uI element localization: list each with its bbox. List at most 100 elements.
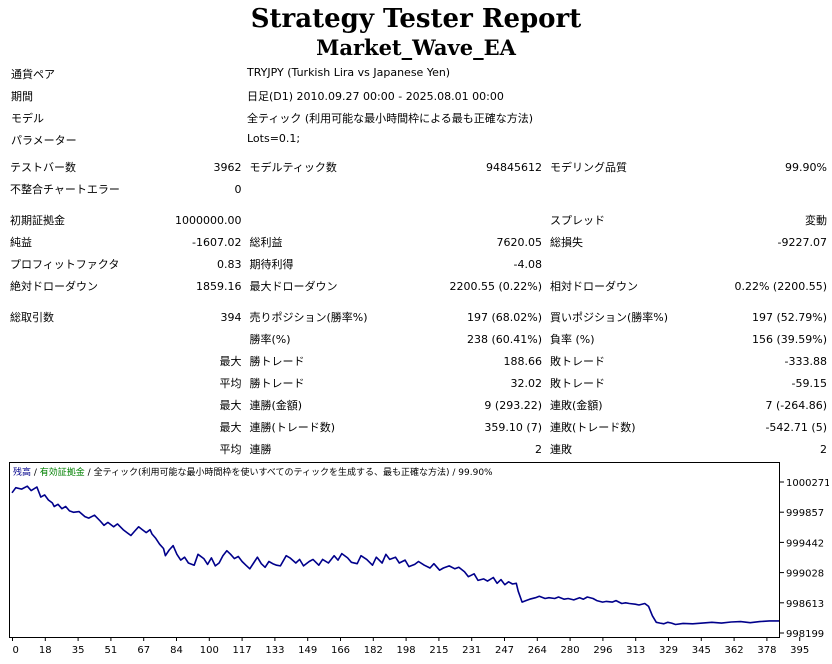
x-tick-label: 215 [429,645,448,656]
avg-cons-losses-value: 2 [820,442,827,456]
deposit-label: 初期証拠金 [10,214,65,227]
y-tick-label: 999857 [786,508,824,519]
max-cons-profit-value: 359.10 (7) [484,420,542,434]
x-tick-label: 18 [39,645,52,656]
pf-label: プロフィットファクタ [10,258,120,271]
x-tick-label: 264 [528,645,547,656]
bars-label: テストバー数 [10,161,76,174]
stats-row: 純益 -1607.02 総利益 7620.05 総損失 -9227.07 [6,231,831,253]
legend-sep-2: / [85,468,94,478]
abs-dd-value: 1859.16 [195,279,242,293]
net-value: -1607.02 [192,235,242,249]
balance-chart: 残高 / 有効証拠金 / 全ティック(利用可能な最小時間枠を使いすべてのティック… [9,462,829,656]
y-tick-label: 998199 [786,629,824,640]
deposit-value: 1000000.00 [175,213,242,227]
legend-model: 全ティック(利用可能な最小時間枠を使いすべてのティックを生成する、最も正確な方法… [94,466,450,478]
avg-cons-wins-value: 2 [535,442,542,456]
legend-equity: 有効証拠金 [40,466,85,478]
x-tick-label: 313 [626,645,645,656]
gross-profit-label: 総利益 [249,236,283,249]
avg-win-label: 勝トレード [249,377,305,390]
win-pct-value: 238 (60.41%) [466,332,542,346]
avg-loss-label: 敗トレード [550,377,605,390]
long-label: 買いポジション(勝率%) [550,311,669,324]
y-tick-label: 1000271 [786,478,829,489]
win-pct-label: 勝率(%) [249,333,291,346]
x-tick-label: 0 [13,645,19,656]
params-label: パラメーター [11,134,77,147]
y-axis-ticks: 1000271 999857 999442 999028 998613 998199 [779,478,829,640]
x-tick-label: 182 [364,645,383,656]
symbol-value: TRYJPY (Turkish Lira vs Japanese Yen) [247,66,451,79]
stats-row: 総取引数 394 売りポジション(勝率%) 197 (68.02%) 買いポジシ… [6,306,831,328]
x-tick-label: 149 [298,645,317,656]
max-cons-losses-label: 連敗(金額) [550,399,603,412]
stats-row: 勝率(%) 238 (60.41%) 負率 (%) 156 (39.59%) [6,328,831,350]
ticks-value: 94845612 [486,160,542,174]
bars-value: 3962 [213,160,242,174]
max-dd-value: 2200.55 (0.22%) [449,279,542,293]
avg-win-value: 32.02 [510,376,543,390]
short-label: 売りポジション(勝率%) [249,311,368,324]
loss-pct-value: 156 (39.59%) [751,332,827,346]
x-tick-label: 345 [692,645,711,656]
max-prefix-1: 最大 [219,399,242,412]
stats-row: 絶対ドローダウン 1859.16 最大ドローダウン 2200.55 (0.22%… [6,275,831,297]
plot-frame [9,462,780,638]
x-tick-label: 117 [233,645,252,656]
avg-prefix: 平均 [219,377,242,390]
loss-pct-label: 負率 (%) [550,333,595,346]
x-tick-label: 280 [561,645,580,656]
x-tick-label: 35 [72,645,85,656]
largest-win-label: 勝トレード [249,355,305,368]
stats-row: 平均 連勝 2 連敗 2 [6,438,831,460]
quality-value: 99.90% [785,160,827,174]
max-dd-label: 最大ドローダウン [249,280,338,293]
quality-label: モデリング品質 [550,161,627,174]
spread-value: 変動 [805,214,827,227]
gross-loss-label: 総損失 [550,236,583,249]
x-tick-label: 395 [790,645,809,656]
legend-quality: 99.90% [458,468,493,478]
report-title: Strategy Tester Report [250,4,582,34]
symbol-label: 通貨ペア [11,68,55,81]
model-value: 全ティック (利用可能な最小時間枠による最も正確な方法) [247,112,534,125]
mismatch-value: 0 [234,182,242,196]
max-cons-loss-value: -542.71 (5) [765,420,827,434]
stats-row: テストバー数 3962 モデルティック数 94845612 モデリング品質 99… [6,156,831,178]
stats-row: 最大 勝トレード 188.66 敗トレード -333.88 [6,350,831,372]
avg-prefix-2: 平均 [219,443,242,456]
legend-sep-1: / [31,468,40,478]
short-value: 197 (68.02%) [466,310,542,324]
avg-cons-losses-label: 連敗 [550,443,572,456]
net-label: 純益 [10,236,32,249]
max-cons-losses-value: 7 (-264.86) [765,398,827,412]
x-tick-label: 51 [105,645,118,656]
stats-row: 不整合チャートエラー 0 [6,178,831,200]
max-prefix-2: 最大 [219,421,242,434]
model-label: モデル [11,112,44,125]
x-tick-label: 378 [757,645,776,656]
ticks-label: モデルティック数 [249,161,337,174]
largest-prefix: 最大 [219,355,242,368]
x-tick-label: 296 [593,645,612,656]
avg-cons-wins-label: 連勝 [249,443,272,456]
x-tick-label: 231 [462,645,481,656]
trades-label: 総取引数 [10,311,54,324]
rel-dd-label: 相対ドローダウン [550,280,638,293]
balance-line [11,485,779,626]
stats-row: 最大 連勝(トレード数) 359.10 (7) 連敗(トレード数) -542.7… [6,416,831,438]
x-tick-label: 198 [397,645,416,656]
stats-row: プロフィットファクタ 0.83 期待利得 -4.08 [6,253,831,275]
legend-balance: 残高 [13,466,31,478]
largest-loss-label: 敗トレード [550,355,605,368]
x-tick-label: 362 [725,645,744,656]
y-tick-label: 998613 [786,599,824,610]
x-tick-label: 100 [200,645,219,656]
mismatch-label: 不整合チャートエラー [10,183,120,196]
max-cons-wins-label: 連勝(金額) [249,399,303,412]
x-tick-label: 133 [265,645,284,656]
y-tick-label: 999442 [786,538,824,549]
stats-row: 最大 連勝(金額) 9 (293.22) 連敗(金額) 7 (-264.86) [6,394,831,416]
x-tick-label: 329 [659,645,678,656]
